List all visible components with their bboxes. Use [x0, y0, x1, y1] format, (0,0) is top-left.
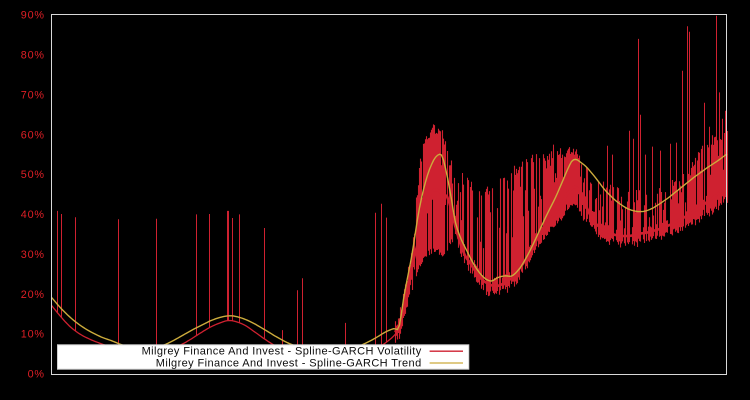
svg-text:Milgrey Finance And Invest - S: Milgrey Finance And Invest - Spline-GARC… [142, 345, 422, 357]
svg-text:60%: 60% [21, 129, 45, 141]
svg-text:30%: 30% [21, 249, 45, 261]
svg-text:70%: 70% [21, 89, 45, 101]
svg-text:40%: 40% [21, 209, 45, 221]
svg-text:50%: 50% [21, 169, 45, 181]
svg-text:10%: 10% [21, 329, 45, 341]
svg-text:20%: 20% [21, 289, 45, 301]
svg-text:90%: 90% [21, 10, 45, 22]
svg-text:Milgrey Finance And Invest - S: Milgrey Finance And Invest - Spline-GARC… [156, 357, 422, 369]
svg-text:0%: 0% [28, 369, 45, 381]
svg-text:80%: 80% [21, 50, 45, 62]
